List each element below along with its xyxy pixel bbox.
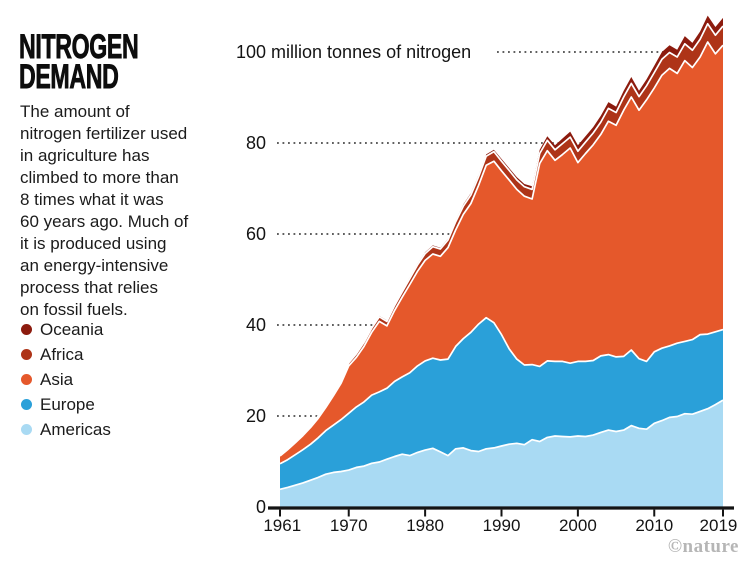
x-axis-label-2000: 2000 xyxy=(558,516,597,535)
chart-description: The amount of nitrogen fertilizer used i… xyxy=(20,102,189,319)
y-axis-label-0: 0 xyxy=(255,497,266,517)
legend-item-europe: Europe xyxy=(21,392,111,417)
area-asia xyxy=(280,42,723,464)
y-axis-label-20: 20 xyxy=(245,406,266,426)
y-axis-label-40: 40 xyxy=(245,315,266,335)
legend-label: Oceania xyxy=(40,319,104,339)
nature-credit: ©nature xyxy=(667,536,739,557)
x-axis-label-1980: 1980 xyxy=(406,516,445,535)
legend-label: Americas xyxy=(40,419,111,439)
legend-label: Asia xyxy=(40,369,74,389)
chart-title: NITROGEN DEMAND xyxy=(19,27,139,96)
x-axis-label-2019: 2019 xyxy=(699,516,738,535)
legend-item-americas: Americas xyxy=(21,417,111,442)
area-separator xyxy=(279,22,724,456)
area-separator xyxy=(279,41,724,457)
legend-item-asia: Asia xyxy=(21,367,111,392)
x-axis-label-2010: 2010 xyxy=(635,516,674,535)
legend-label: Africa xyxy=(40,344,84,364)
area-europe xyxy=(280,317,723,490)
legend-item-oceania: Oceania xyxy=(21,317,111,342)
legend: Oceania Africa Asia Europe Americas xyxy=(21,317,111,442)
x-axis-label-1990: 1990 xyxy=(482,516,521,535)
x-axis-label-1961: 1961 xyxy=(263,516,302,535)
y-axis-label-60: 60 xyxy=(245,224,266,244)
y-axis-unit-label: 100 million tonnes of nitrogen xyxy=(236,42,472,62)
y-axis-label-80: 80 xyxy=(245,133,266,153)
oceania-dot-icon xyxy=(21,324,32,335)
legend-item-africa: Africa xyxy=(21,342,111,367)
x-axis-label-1970: 1970 xyxy=(329,516,368,535)
asia-dot-icon xyxy=(21,374,32,385)
europe-dot-icon xyxy=(21,399,32,410)
area-africa xyxy=(280,23,723,457)
area-separator xyxy=(279,399,724,491)
area-americas xyxy=(280,400,723,507)
area-separator xyxy=(279,316,724,465)
legend-label: Europe xyxy=(40,394,95,414)
africa-dot-icon xyxy=(21,349,32,360)
americas-dot-icon xyxy=(21,424,32,435)
